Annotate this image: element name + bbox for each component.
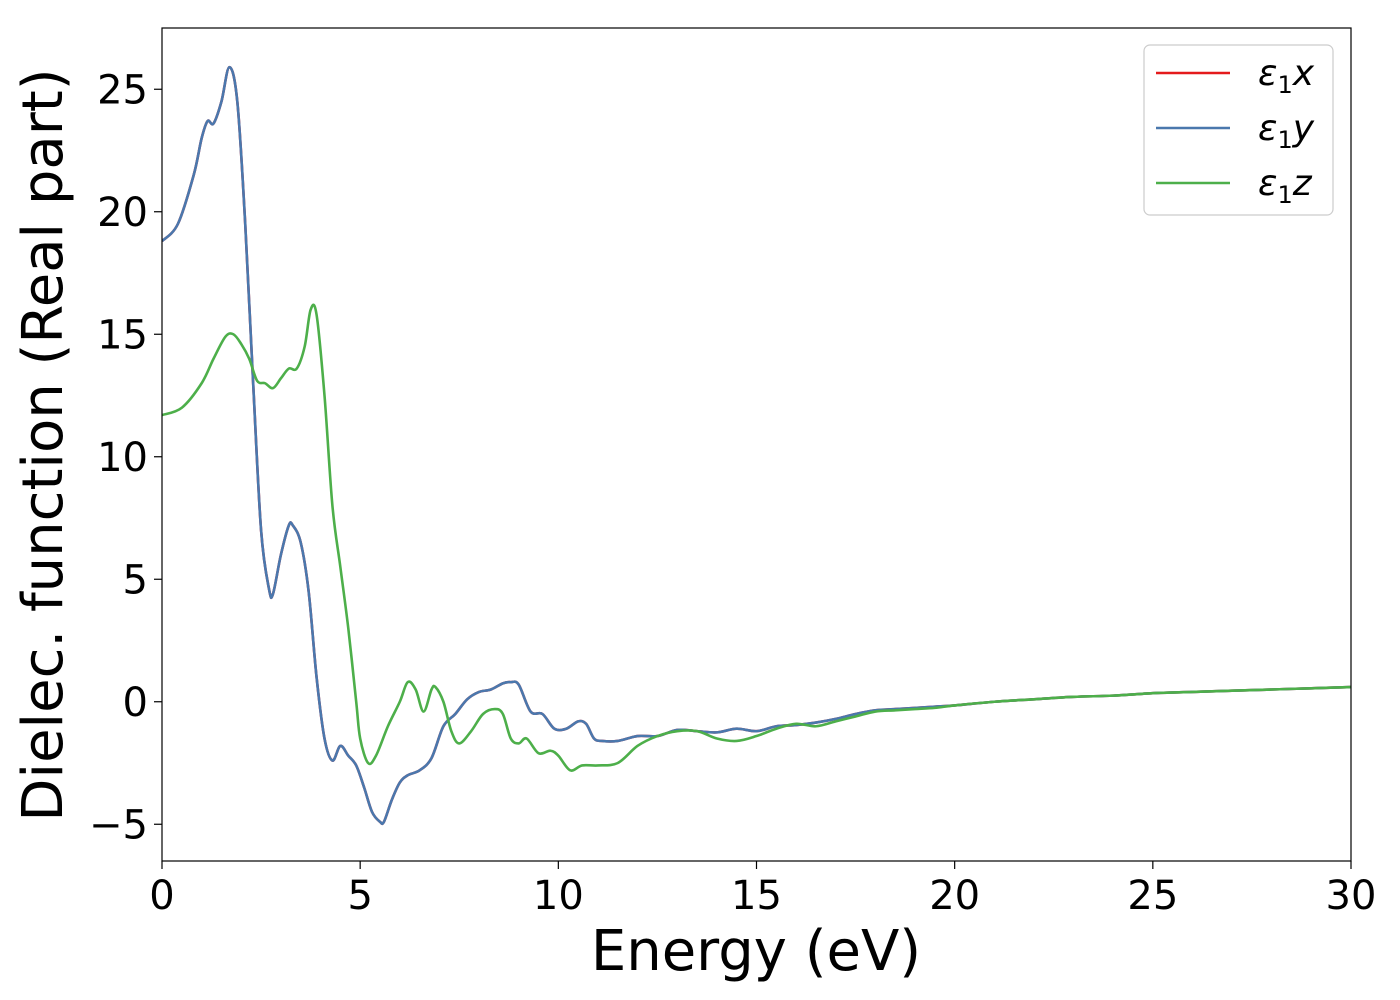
x-tick-label: 30 — [1326, 873, 1377, 919]
x-tick-label: 10 — [533, 873, 584, 919]
y-axis-label: Dielec. function (Real part) — [11, 68, 76, 821]
series-line-z — [162, 303, 1351, 772]
x-tick-label: 0 — [149, 873, 174, 919]
x-tick-label: 5 — [347, 873, 372, 919]
x-axis: 0 5 10 15 20 25 30 — [149, 861, 1376, 919]
legend-label: ε1z — [1258, 163, 1313, 209]
y-tick-label: −5 — [89, 802, 148, 848]
legend-label: ε1y — [1258, 108, 1315, 154]
y-tick-label: 10 — [97, 435, 148, 481]
x-tick-label: 20 — [929, 873, 980, 919]
legend: ε1x ε1y ε1z — [1143, 44, 1334, 216]
y-axis: −5 0 5 10 15 20 25 — [89, 67, 162, 848]
legend-box — [1143, 44, 1334, 216]
x-tick-label: 25 — [1127, 873, 1178, 919]
series-layer — [162, 65, 1351, 826]
y-tick-label: 5 — [123, 557, 148, 603]
x-axis-label: Energy (eV) — [591, 919, 921, 984]
y-tick-label: 0 — [123, 680, 148, 726]
y-tick-label: 20 — [97, 190, 148, 236]
y-tick-label: 25 — [97, 67, 148, 113]
x-tick-label: 15 — [731, 873, 782, 919]
legend-label: ε1x — [1258, 53, 1315, 99]
y-tick-label: 15 — [97, 312, 148, 358]
